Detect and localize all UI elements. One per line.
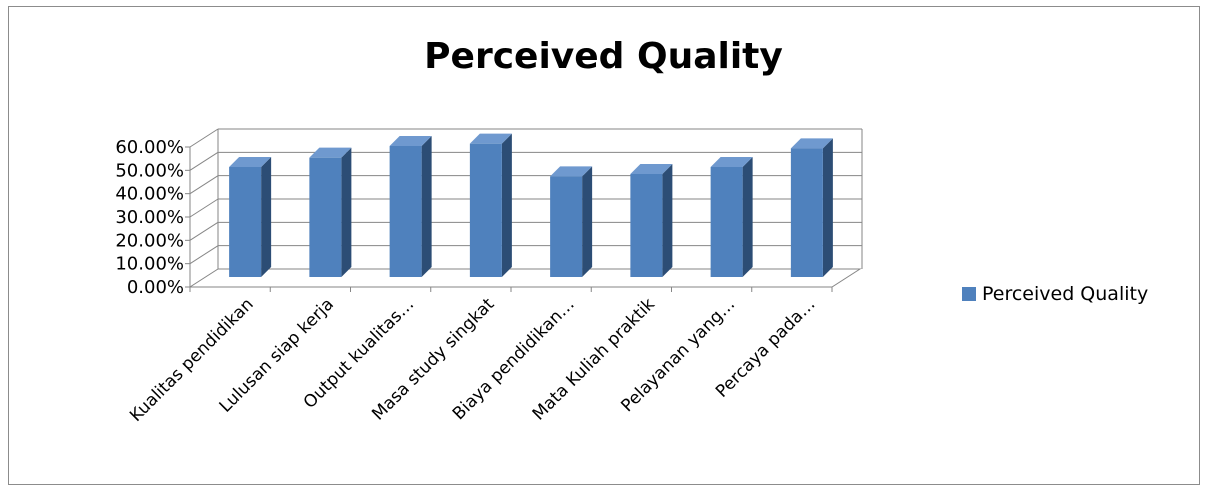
gridline-depth: [189, 151, 219, 171]
gridline-depth: [189, 128, 219, 148]
bar: [229, 157, 272, 277]
y-tick-label: 40.00%: [115, 184, 184, 205]
legend-label: Perceived Quality: [982, 283, 1149, 305]
bar-side: [822, 138, 833, 277]
bar: [309, 147, 352, 277]
y-axis-ticks: 0.00%10.00% 20.00%30.00%40.00% 50.00%60.00…: [115, 137, 190, 298]
bar-top: [630, 164, 673, 174]
bar-top: [790, 138, 833, 149]
bar: [710, 157, 753, 277]
bar-top: [229, 157, 272, 167]
bar-front: [630, 174, 663, 277]
y-tick-label: 30.00%: [115, 207, 184, 228]
bar-top: [550, 166, 593, 177]
legend: Perceived Quality: [962, 283, 1148, 305]
bar-top: [309, 147, 352, 158]
y-tick-label: 60.00%: [115, 137, 184, 158]
bar-side: [582, 166, 593, 277]
bar: [630, 164, 673, 277]
y-tick-label: 0.00%: [127, 277, 184, 298]
bar-side: [662, 164, 673, 277]
bar-front: [790, 148, 823, 277]
bar: [550, 166, 593, 277]
gridline-depth: [189, 198, 219, 218]
floor: [188, 268, 862, 288]
legend-swatch: [962, 287, 976, 301]
bar: [469, 133, 512, 277]
gridline-depth: [189, 221, 219, 241]
bar-front: [710, 167, 743, 277]
bar-front: [469, 143, 502, 277]
y-tick-label: 50.00%: [115, 160, 184, 181]
bar: [790, 138, 833, 277]
bars: [229, 133, 833, 277]
gridline-depth: [189, 175, 219, 195]
gridline-depth: [189, 245, 219, 265]
bar-front: [229, 167, 262, 277]
bar-side: [501, 133, 512, 277]
bar-top: [469, 133, 512, 144]
bar-front: [550, 176, 583, 277]
bar-front: [389, 146, 422, 277]
bar-side: [261, 157, 272, 277]
y-tick-label: 20.00%: [115, 230, 184, 251]
bar-top: [710, 157, 753, 167]
bar-side: [341, 147, 352, 277]
bar-side: [421, 136, 432, 277]
chart-title: Perceived Quality: [424, 36, 783, 77]
bar-top: [389, 136, 432, 146]
y-tick-label: 10.00%: [115, 254, 184, 275]
bar: [389, 136, 432, 277]
bar-front: [309, 157, 342, 277]
gridlines: [189, 128, 862, 265]
bar-side: [742, 157, 753, 277]
